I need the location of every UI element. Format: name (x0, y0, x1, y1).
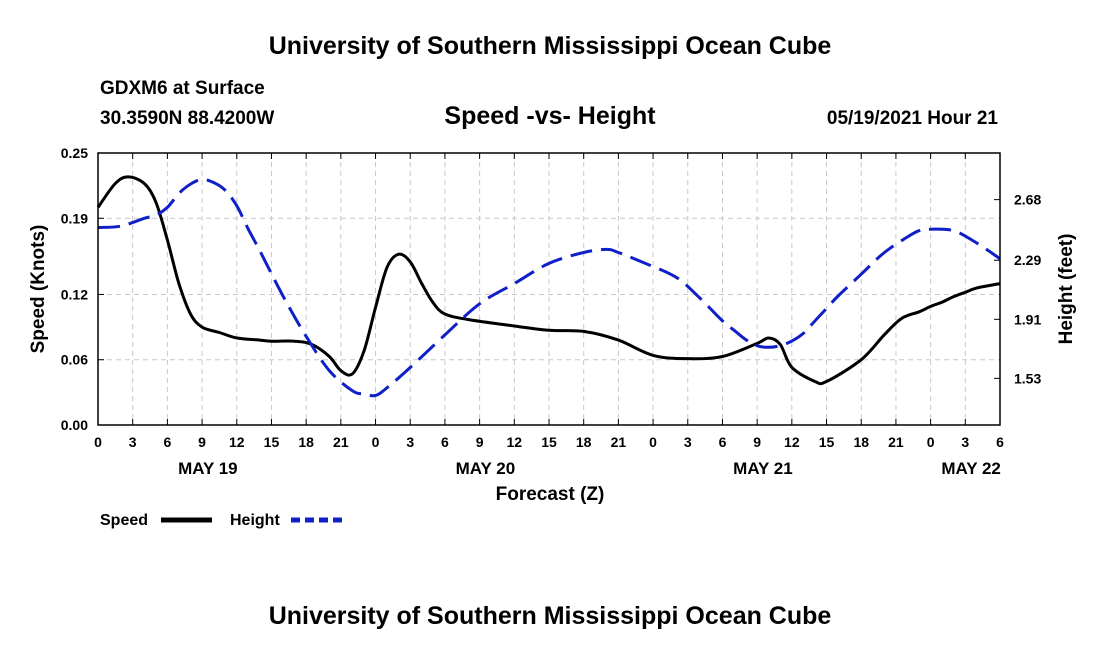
x-tick-label: 9 (476, 434, 484, 450)
y2-tick-label: 1.53 (1014, 370, 1041, 386)
x-tick-label: 3 (406, 434, 414, 450)
series-layer (96, 175, 1001, 398)
y-tick-label: 0.19 (61, 210, 88, 226)
x-tick-label: 21 (611, 434, 627, 450)
x-tick-label: 18 (298, 434, 314, 450)
title-bottom: University of Southern Mississippi Ocean… (269, 602, 832, 630)
x-tick-label: 3 (684, 434, 692, 450)
y2-tick-label: 2.68 (1014, 192, 1041, 208)
y2-tick-label: 2.29 (1014, 252, 1041, 268)
datetime-label: 05/19/2021 Hour 21 (827, 108, 999, 129)
legend-speed-label: Speed (100, 512, 148, 529)
y-tick-label: 0.25 (61, 145, 88, 161)
y2-axis-label: Height (feet) (1056, 234, 1077, 345)
x-tick-label: 18 (576, 434, 592, 450)
x-axis-label: Forecast (Z) (496, 484, 605, 505)
x-tick-label: 9 (198, 434, 206, 450)
y-axis-label: Speed (Knots) (28, 225, 49, 354)
x-tick-label: 0 (649, 434, 657, 450)
x-tick-label: 3 (129, 434, 137, 450)
x-tick-label: 9 (753, 434, 761, 450)
grid (98, 153, 1000, 425)
title-top: University of Southern Mississippi Ocean… (269, 32, 832, 60)
y-tick-label: 0.12 (61, 286, 88, 302)
date-label: MAY 22 (941, 459, 1001, 478)
x-tick-label: 0 (927, 434, 935, 450)
height-series-line (97, 177, 1001, 398)
chart-title: Speed -vs- Height (444, 102, 656, 130)
coords-label: 30.3590N 88.4200W (100, 108, 274, 129)
axes: 0 3 6 9 12 15 18 21 0 3 6 9 12 15 18 21 0 3 6 9 12 15 18 21 0 3 6M… (61, 145, 1042, 478)
x-tick-label: 15 (541, 434, 557, 450)
legend: Speed Height (100, 512, 342, 529)
x-tick-label: 15 (264, 434, 280, 450)
legend-height-label: Height (230, 512, 280, 529)
x-tick-label: 12 (507, 434, 523, 450)
x-tick-label: 0 (94, 434, 102, 450)
y2-tick-label: 1.91 (1014, 311, 1041, 327)
y-tick-label: 0.00 (61, 417, 88, 433)
station-label: GDXM6 at Surface (100, 78, 265, 99)
x-tick-label: 18 (853, 434, 869, 450)
x-tick-label: 0 (372, 434, 380, 450)
x-tick-label: 6 (441, 434, 449, 450)
x-tick-label: 12 (784, 434, 800, 450)
y-tick-label: 0.06 (61, 352, 88, 368)
speed-series-line (96, 175, 1001, 386)
date-label: MAY 20 (456, 459, 516, 478)
x-tick-label: 6 (996, 434, 1004, 450)
x-tick-label: 6 (163, 434, 171, 450)
x-tick-label: 21 (888, 434, 904, 450)
x-tick-label: 15 (819, 434, 835, 450)
x-tick-label: 21 (333, 434, 349, 450)
x-tick-label: 6 (719, 434, 727, 450)
x-tick-label: 3 (961, 434, 969, 450)
date-label: MAY 21 (733, 459, 793, 478)
x-tick-label: 12 (229, 434, 245, 450)
date-label: MAY 19 (178, 459, 238, 478)
